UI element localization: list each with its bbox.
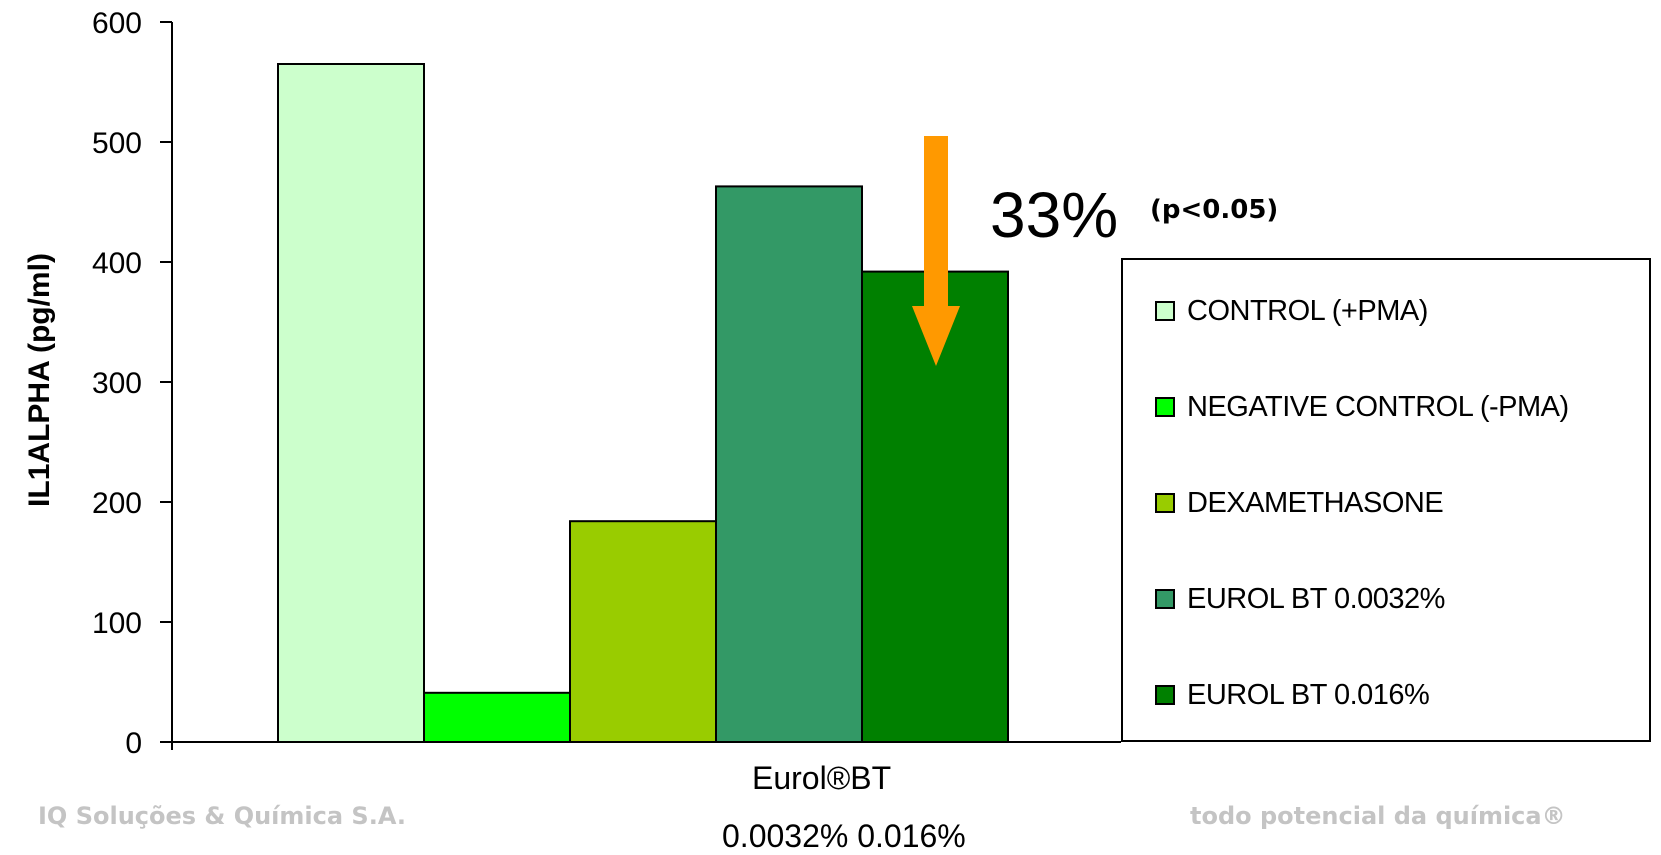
- y-tick-label-0: 0: [125, 727, 142, 760]
- legend-label: EUROL BT 0.016%: [1187, 678, 1430, 711]
- reduction-percent-label: 33%: [990, 179, 1119, 251]
- bar-negative-control-pma: [423, 691, 571, 743]
- legend-label: NEGATIVE CONTROL (-PMA): [1187, 390, 1569, 423]
- arrow-shaft: [924, 136, 948, 308]
- arrow-head: [912, 306, 960, 366]
- bar-eurol-bt-0-0032: [715, 185, 863, 743]
- legend-item: CONTROL (+PMA): [1155, 294, 1428, 328]
- legend-label: DEXAMETHASONE: [1187, 486, 1444, 519]
- legend-swatch: [1155, 301, 1175, 321]
- bars-group: [277, 63, 1009, 744]
- footer-company-name: IQ Soluções & Química S.A.: [38, 802, 406, 830]
- legend-label: CONTROL (+PMA): [1187, 294, 1428, 327]
- y-tick-label-500: 500: [92, 127, 142, 160]
- legend-label: EUROL BT 0.0032%: [1187, 582, 1445, 615]
- footer-slogan: todo potencial da química®: [1190, 802, 1566, 830]
- legend-swatch: [1155, 493, 1175, 513]
- legend-item: DEXAMETHASONE: [1155, 486, 1444, 520]
- bar-control-pma: [277, 63, 425, 743]
- legend-swatch: [1155, 589, 1175, 609]
- y-tick-label-400: 400: [92, 247, 142, 280]
- axes-group: 0 100 200 300 400 500 600: [92, 7, 1121, 760]
- reduction-arrow: [912, 136, 960, 366]
- legend-item: EUROL BT 0.016%: [1155, 678, 1430, 712]
- y-axis-label: IL1ALPHA (pg/ml): [23, 253, 56, 507]
- chart-legend: CONTROL (+PMA) NEGATIVE CONTROL (-PMA) DEX…: [1121, 258, 1651, 742]
- legend-swatch: [1155, 397, 1175, 417]
- legend-item: NEGATIVE CONTROL (-PMA): [1155, 390, 1569, 424]
- y-tick-label-600: 600: [92, 7, 142, 40]
- y-tick-label-100: 100: [92, 607, 142, 640]
- x-axis-category-label: Eurol®BT: [752, 760, 892, 796]
- legend-item: EUROL BT 0.0032%: [1155, 582, 1445, 616]
- bar-dexamethasone: [569, 520, 717, 744]
- legend-swatch: [1155, 685, 1175, 705]
- y-tick-label-300: 300: [92, 367, 142, 400]
- x-axis-sub-label: 0.0032% 0.016%: [722, 818, 966, 854]
- significance-label: (p<0.05): [1150, 195, 1279, 225]
- y-tick-label-200: 200: [92, 487, 142, 520]
